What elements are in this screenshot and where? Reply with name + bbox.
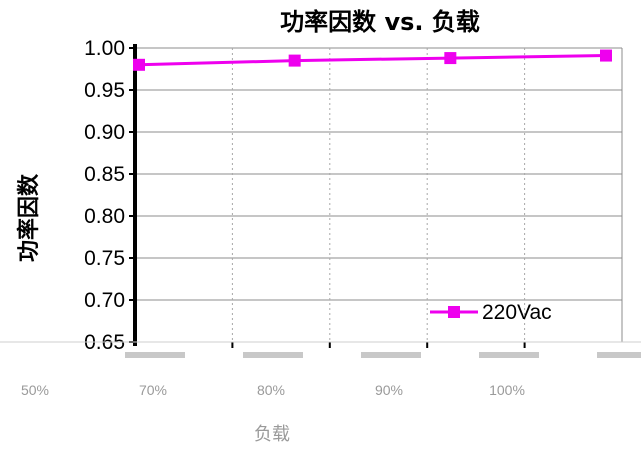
y-tick-label: 1.00 [84, 37, 125, 60]
series-marker [444, 52, 457, 65]
lower-region: 50% 70% 80% 90% 100% 负载 [0, 341, 641, 445]
series-marker [288, 54, 301, 67]
series-layer [133, 49, 612, 71]
y-tick-label: 0.85 [84, 163, 125, 186]
x-tick-label: 100% [489, 382, 525, 398]
x-tick-label: 70% [139, 382, 167, 398]
x-category-bar [597, 352, 641, 358]
x-category-bar [125, 352, 185, 358]
x-tick-label: 50% [21, 382, 49, 398]
y-tick-label: 0.75 [84, 247, 125, 270]
x-axis-label: 负载 [254, 424, 290, 445]
series-marker [133, 58, 145, 71]
grid [135, 47, 623, 342]
series-line [138, 54, 607, 67]
x-tick-label: 80% [257, 382, 285, 398]
x-category-bar [243, 352, 303, 358]
y-tick-label: 0.80 [84, 205, 125, 228]
chart-title: 功率因数 vs. 负载 [280, 8, 480, 36]
y-tick-label: 0.90 [84, 121, 125, 144]
y-tick-label: 0.70 [84, 289, 125, 312]
axes: 0.650.700.750.800.850.900.951.00 [84, 37, 526, 354]
x-category-bar [479, 352, 539, 358]
legend: 220Vac [430, 301, 552, 324]
x-category-bar [361, 352, 421, 358]
y-tick-label: 0.95 [84, 79, 125, 102]
x-tick-label: 90% [375, 382, 403, 398]
legend-label: 220Vac [482, 301, 552, 324]
y-axis-label: 功率因数 [16, 173, 42, 262]
series-marker [600, 49, 612, 62]
legend-marker [448, 306, 460, 318]
